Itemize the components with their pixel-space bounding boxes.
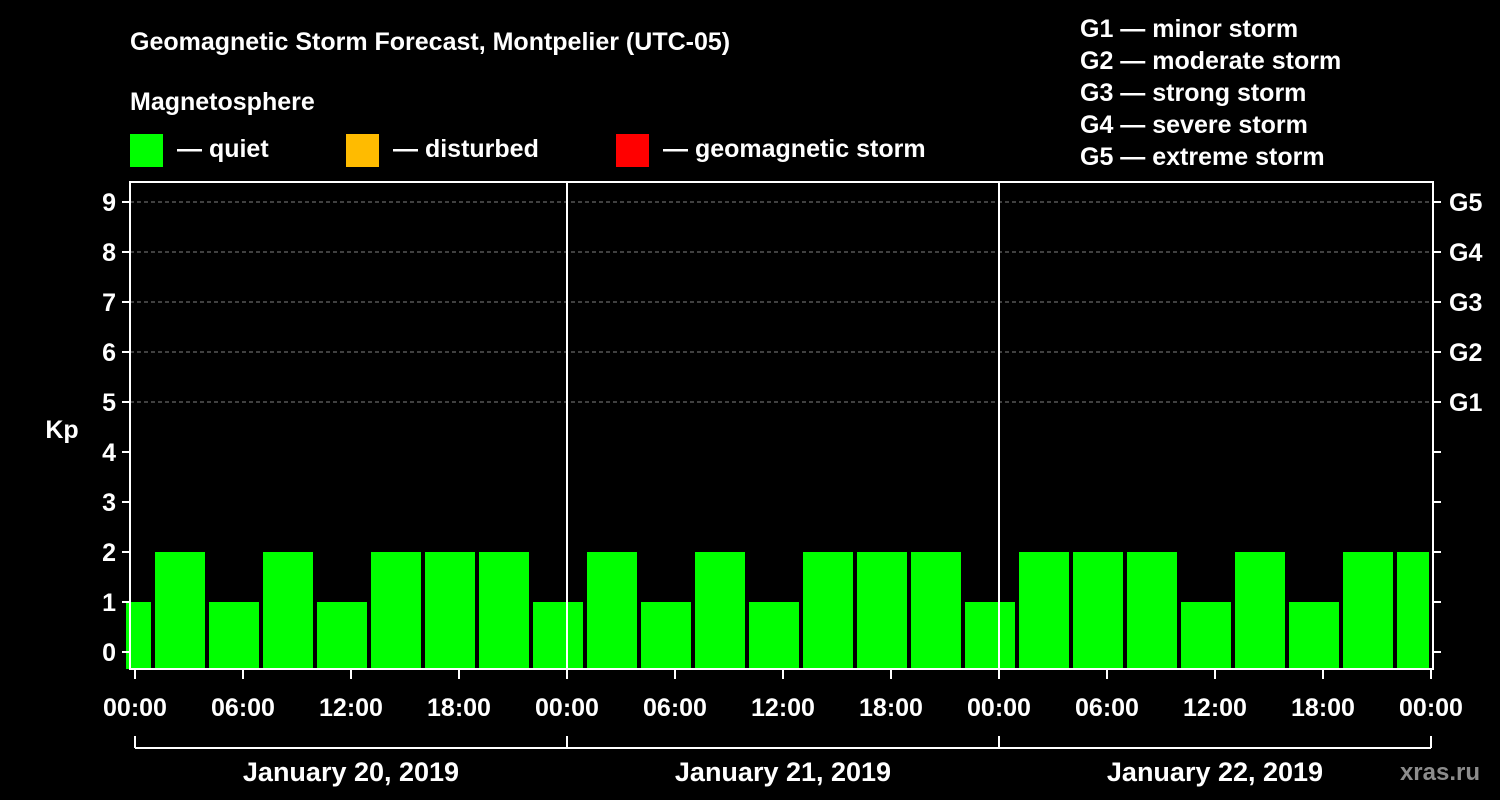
- watermark: xras.ru: [1400, 759, 1480, 786]
- y-tick-label: 3: [102, 489, 116, 517]
- storm-level-label: G1: [1449, 389, 1482, 417]
- x-tick-label: 12:00: [1183, 694, 1247, 722]
- y-axis: 0 1 2 3 4 5 6 7 8 9: [102, 189, 130, 667]
- storm-level-label: G5: [1449, 189, 1482, 217]
- kp-bar: [641, 602, 691, 669]
- x-tick-label: 18:00: [859, 694, 923, 722]
- day-axis: January 20, 2019 January 21, 2019 January …: [134, 736, 1432, 787]
- chart-title: Geomagnetic Storm Forecast, Montpelier (…: [130, 28, 730, 56]
- day-label: January 20, 2019: [243, 757, 459, 787]
- legend-swatch: [616, 134, 649, 167]
- day-label: January 22, 2019: [1107, 757, 1323, 787]
- x-axis: 00:00 06:00 12:00 18:00 00:00 06:00 12:00 18:00…: [103, 669, 1463, 722]
- y-tick-label: 9: [102, 189, 116, 217]
- x-tick-label: 00:00: [1399, 694, 1463, 722]
- kp-bar: [209, 602, 259, 669]
- legend-swatch: [346, 134, 379, 167]
- storm-scale-item: G1 — minor storm: [1080, 15, 1298, 43]
- kp-bar: [587, 552, 637, 669]
- y-tick-label: 7: [102, 289, 116, 317]
- x-tick-label: 06:00: [1075, 694, 1139, 722]
- y-tick-label: 4: [102, 439, 116, 467]
- kp-bar: [1019, 552, 1069, 669]
- y-tick-label: 5: [102, 389, 116, 417]
- x-tick-label: 12:00: [751, 694, 815, 722]
- storm-level-label: G2: [1449, 339, 1482, 367]
- legend: — quiet — disturbed — geomagnetic storm: [130, 134, 926, 167]
- x-tick-label: 00:00: [535, 694, 599, 722]
- kp-bar: [695, 552, 745, 669]
- storm-level-label: G4: [1449, 239, 1482, 267]
- kp-bar: [911, 552, 961, 669]
- legend-label: — quiet: [177, 135, 269, 163]
- kp-bar: [1289, 602, 1339, 669]
- day-label: January 21, 2019: [675, 757, 891, 787]
- legend-heading: Magnetosphere: [130, 88, 315, 116]
- x-tick-label: 12:00: [319, 694, 383, 722]
- x-tick-label: 00:00: [103, 694, 167, 722]
- kp-bar: [155, 552, 205, 669]
- kp-bar: [533, 602, 583, 669]
- kp-bar: [1127, 552, 1177, 669]
- kp-bar: [1073, 552, 1123, 669]
- storm-level-label: G3: [1449, 289, 1482, 317]
- kp-bar: [1397, 552, 1429, 669]
- kp-bar: [803, 552, 853, 669]
- storm-scale-item: G2 — moderate storm: [1080, 47, 1341, 75]
- storm-scale-item: G4 — severe storm: [1080, 111, 1308, 139]
- kp-bar: [425, 552, 475, 669]
- kp-bar: [371, 552, 421, 669]
- storm-scale-item: G3 — strong storm: [1080, 79, 1306, 107]
- kp-bar: [317, 602, 367, 669]
- y-tick-label: 1: [102, 589, 116, 617]
- legend-swatch: [130, 134, 163, 167]
- kp-bar: [1235, 552, 1285, 669]
- kp-bar: [965, 602, 1015, 669]
- y-tick-label: 2: [102, 539, 116, 567]
- x-tick-label: 06:00: [643, 694, 707, 722]
- x-tick-label: 00:00: [967, 694, 1031, 722]
- kp-bar: [749, 602, 799, 669]
- y-tick-label: 0: [102, 639, 116, 667]
- legend-label: — disturbed: [393, 135, 539, 163]
- kp-bar: [263, 552, 313, 669]
- y-tick-label: 8: [102, 239, 116, 267]
- legend-label: — geomagnetic storm: [663, 135, 926, 163]
- day-dividers: [566, 182, 1000, 669]
- plot-frame: [129, 181, 1434, 670]
- kp-bar: [857, 552, 907, 669]
- storm-level-axis: G1 G2 G3 G4 G5: [1433, 189, 1482, 653]
- x-tick-label: 18:00: [1291, 694, 1355, 722]
- kp-bars: [126, 552, 1429, 669]
- kp-bar: [1181, 602, 1231, 669]
- grid-lines: [130, 201, 1433, 403]
- x-tick-label: 06:00: [211, 694, 275, 722]
- storm-scale-legend: G1 — minor storm G2 — moderate storm G3 — …: [1080, 15, 1341, 171]
- x-tick-label: 18:00: [427, 694, 491, 722]
- storm-scale-item: G5 — extreme storm: [1080, 143, 1325, 171]
- y-axis-label: Kp: [45, 416, 78, 444]
- y-tick-label: 6: [102, 339, 116, 367]
- kp-bar: [1343, 552, 1393, 669]
- kp-bar: [479, 552, 529, 669]
